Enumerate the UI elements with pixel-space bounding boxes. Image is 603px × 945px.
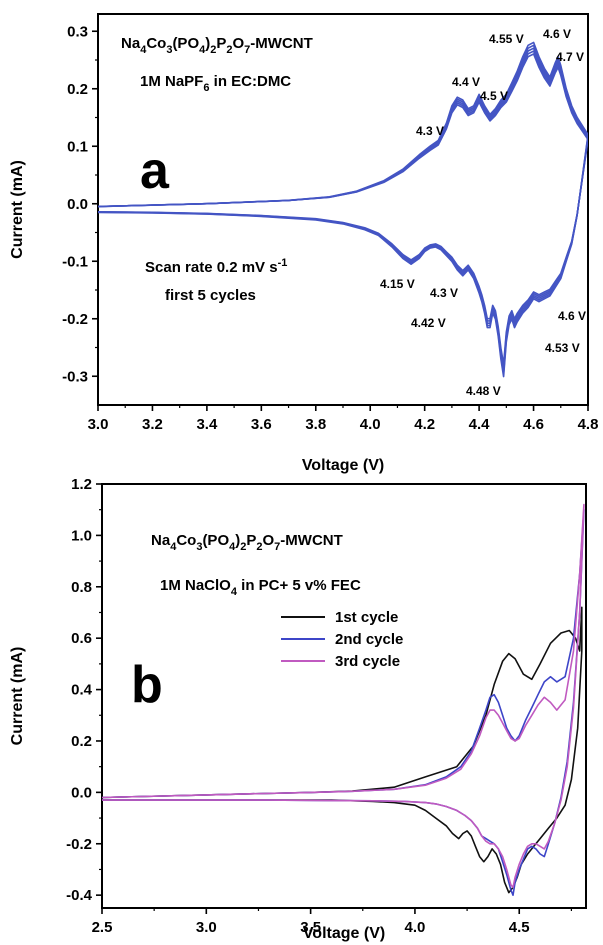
panel-label: b <box>131 656 163 714</box>
peak-label: 4.42 V <box>411 316 446 330</box>
y-axis-title: Current (mA) <box>9 160 26 259</box>
cv-curve-oxidation-cycle-3 <box>98 47 588 208</box>
annotation-line-1: Na4Co3(PO4)2P2O7-MWCNT <box>121 35 313 56</box>
peak-label: 4.6 V <box>558 309 586 323</box>
legend: 1st cycle 2nd cycle 3rd cycle <box>281 609 403 670</box>
annotation-line-2: 1M NaPF6 in EC:DMC <box>140 73 291 94</box>
cv-curve-oxidation-cycle-4 <box>98 44 588 208</box>
cv-curve-oxidation-cycle-5 <box>98 41 588 208</box>
x-tick-label: 4.0 <box>405 919 426 936</box>
cv-curve-reduction-cycle-3 <box>98 136 588 372</box>
y-tick-label: 1.0 <box>71 527 92 544</box>
x-tick-label: 4.6 <box>523 416 544 433</box>
y-tick-label: -0.2 <box>66 836 92 853</box>
x-tick-label: 4.2 <box>414 416 435 433</box>
annotation-line-2: 1M NaClO4 in PC+ 5 v% FEC <box>160 577 361 598</box>
x-axis-title: Voltage (V) <box>302 457 384 474</box>
annotation-line-1: Na4Co3(PO4)2P2O7-MWCNT <box>151 532 343 553</box>
y-tick-label: -0.1 <box>62 253 88 270</box>
x-tick-label: 3.4 <box>196 416 218 433</box>
legend-label: 1st cycle <box>335 609 398 626</box>
cv-curve-reduction-cycle-1 <box>98 139 588 365</box>
peak-label: 4.15 V <box>380 277 415 291</box>
cv-curve-reduction-cycle-4 <box>98 135 588 375</box>
peak-label: 4.48 V <box>466 384 501 398</box>
y-axis: 1.2 1.0 0.8 0.6 0.4 0.2 0.0 -0.2 -0.4 <box>66 476 102 904</box>
x-tick-label: 3.5 <box>300 919 321 936</box>
peak-label: 4.5 V <box>480 89 508 103</box>
panel-b: 2.5 3.0 3.5 4.0 4.5 1.2 1.0 0.8 0.6 0.4 0.2 0.0 -0.2… <box>9 476 587 942</box>
peak-label: 4.3 V <box>416 124 444 138</box>
panel-label: a <box>140 142 170 200</box>
x-axis-title: Voltage (V) <box>303 925 385 942</box>
cv-curve-2 <box>102 508 585 896</box>
cv-curve-3 <box>102 503 585 889</box>
y-tick-label: 0.2 <box>67 81 88 98</box>
peak-label: 4.6 V <box>543 27 571 41</box>
peak-label: 4.7 V <box>556 50 584 64</box>
peak-label: 4.3 V <box>430 286 458 300</box>
legend-label: 3rd cycle <box>335 653 400 670</box>
y-tick-label: 0.0 <box>67 196 88 213</box>
y-tick-label: -0.4 <box>66 887 93 904</box>
x-tick-label: 3.8 <box>305 416 326 433</box>
plot-area <box>102 503 585 896</box>
peak-label: 4.55 V <box>489 32 524 46</box>
x-tick-label: 4.0 <box>360 416 381 433</box>
y-tick-label: -0.3 <box>62 368 88 385</box>
annotation-line-4: first 5 cycles <box>165 287 256 304</box>
x-tick-label: 4.4 <box>469 416 491 433</box>
y-axis-title: Current (mA) <box>9 647 26 746</box>
y-axis: 0.3 0.2 0.1 0.0 -0.1 -0.2 -0.3 <box>62 23 98 385</box>
x-axis: 2.5 3.0 3.5 4.0 4.5 <box>92 908 572 936</box>
plot-area <box>98 41 588 378</box>
x-tick-label: 2.5 <box>92 919 113 936</box>
annotation-line-3: Scan rate 0.2 mV s-1 <box>145 257 287 276</box>
x-tick-label: 3.0 <box>196 919 217 936</box>
cv-curve-reduction-cycle-5 <box>98 134 588 378</box>
y-tick-label: -0.2 <box>62 311 88 328</box>
y-tick-label: 0.2 <box>71 733 92 750</box>
cv-curve-reduction-cycle-2 <box>98 138 588 369</box>
x-tick-label: 3.6 <box>251 416 272 433</box>
y-tick-label: 0.4 <box>71 682 93 699</box>
peak-label: 4.4 V <box>452 75 480 89</box>
legend-label: 2nd cycle <box>335 631 403 648</box>
cv-curve-1 <box>102 606 583 894</box>
y-tick-label: 0.1 <box>67 138 88 155</box>
panel-a: 3.0 3.2 3.4 3.6 3.8 4.0 4.2 4.4 4.6 4.80.30.20.10… <box>9 13 599 474</box>
peak-label: 4.53 V <box>545 341 580 355</box>
y-tick-label: 0.3 <box>67 23 88 40</box>
y-tick-label: 0.6 <box>71 630 92 647</box>
y-tick-label: 0.0 <box>71 784 92 801</box>
x-tick-label: 3.0 <box>88 416 109 433</box>
y-tick-label: 1.2 <box>71 476 92 493</box>
x-tick-label: 4.8 <box>578 416 599 433</box>
x-axis: 3.0 3.2 3.4 3.6 3.8 4.0 4.2 4.4 4.6 4.8 <box>88 405 599 433</box>
y-tick-label: 0.8 <box>71 579 92 596</box>
x-tick-label: 3.2 <box>142 416 163 433</box>
x-tick-label: 4.5 <box>509 919 530 936</box>
plot-frame <box>101 483 587 909</box>
